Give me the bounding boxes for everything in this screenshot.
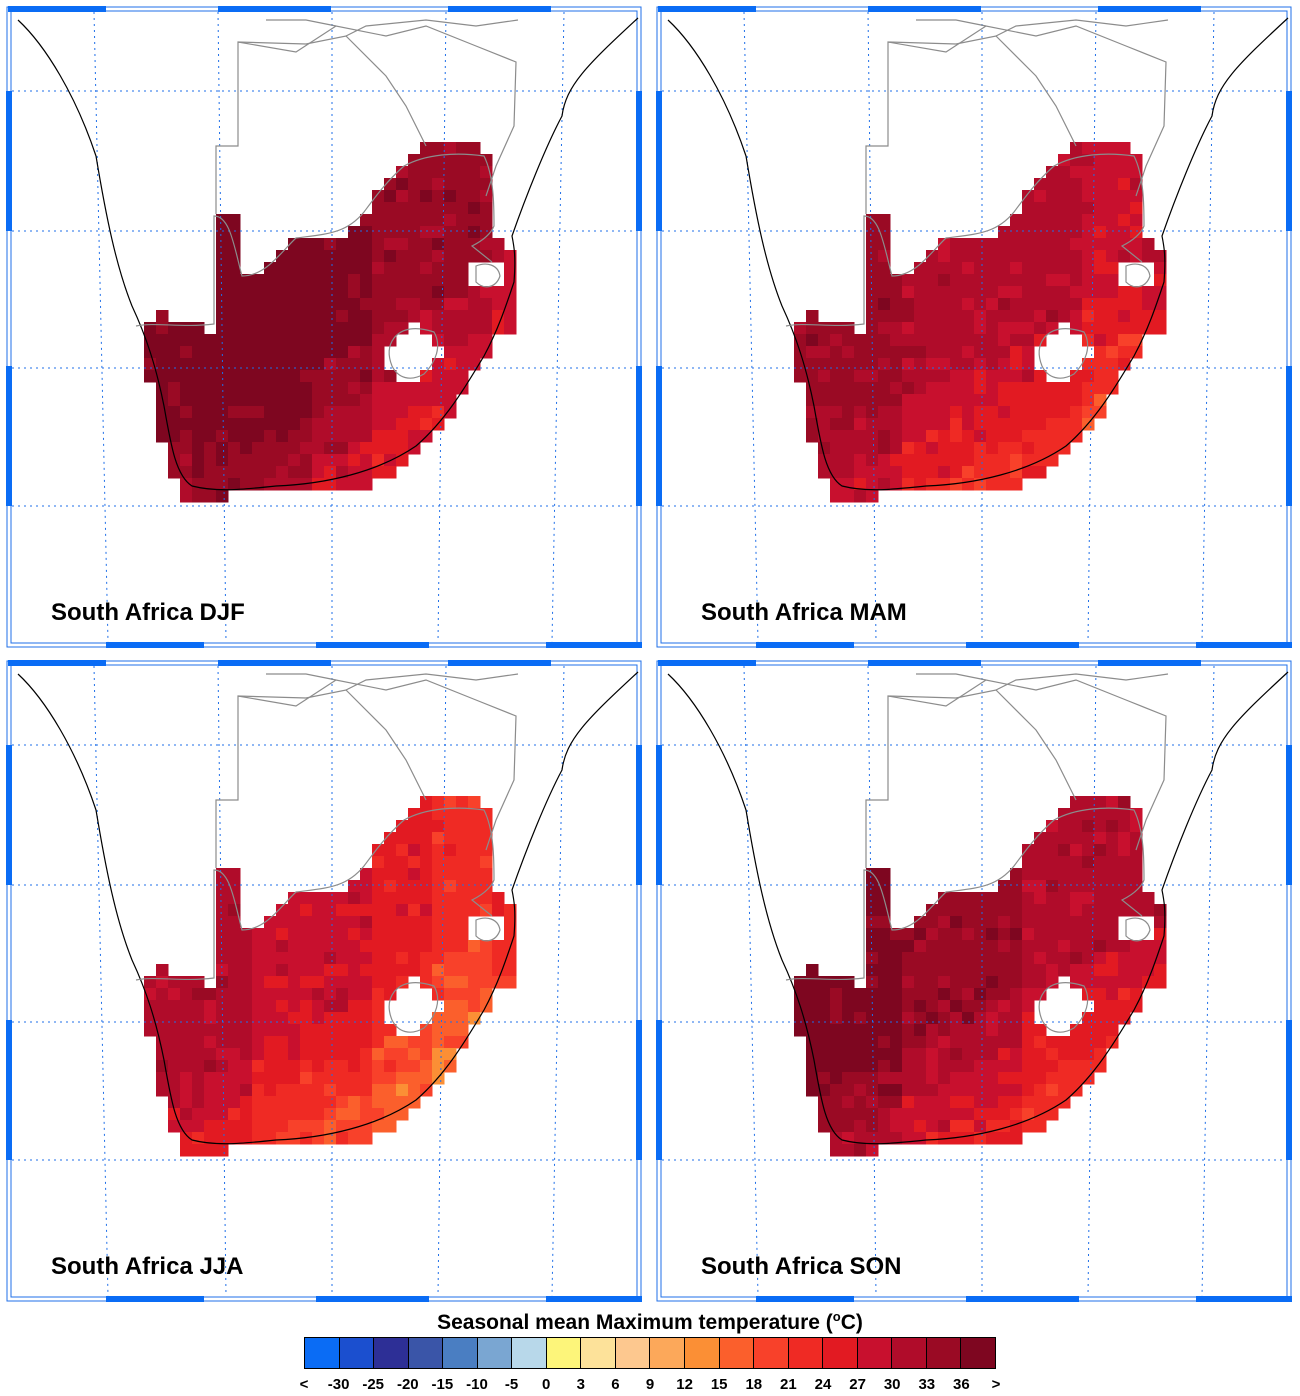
colorbar-tick-label: -5 <box>504 1376 519 1393</box>
colorbar-tick-label: -25 <box>362 1376 385 1393</box>
colorbar-swatch <box>823 1338 858 1368</box>
colorbar-swatch <box>305 1338 340 1368</box>
frame-ticks <box>6 6 642 648</box>
colorbar-tick-label: 21 <box>780 1376 797 1393</box>
graticule <box>12 665 636 1297</box>
graticule <box>662 11 1286 643</box>
colorbar-swatch <box>443 1338 478 1368</box>
colorbar-tick-label: 30 <box>883 1376 901 1393</box>
colorbar-swatch <box>857 1338 893 1368</box>
colorbar-tick-label: 12 <box>676 1376 693 1393</box>
map-panel-mam: South Africa MAM <box>656 6 1292 648</box>
colorbar-tick-label: -15 <box>431 1376 454 1393</box>
map-panel-jja: South Africa JJA <box>6 660 642 1302</box>
colorbar-title: Seasonal mean Maximum temperature (oC) <box>437 1309 863 1334</box>
graticule <box>662 665 1286 1297</box>
colorbar-tick-label: 15 <box>710 1376 728 1393</box>
colorbar-tick-label: 36 <box>953 1376 970 1393</box>
temperature-cells <box>144 142 517 503</box>
colorbar-tick-label: 6 <box>611 1376 620 1393</box>
colorbar-tick-label: 33 <box>918 1376 936 1393</box>
colorbar-swatch <box>788 1338 824 1368</box>
colorbar-tick-label: 0 <box>542 1376 551 1393</box>
colorbar-swatch <box>685 1338 720 1368</box>
coastline <box>17 17 639 491</box>
colorbar-swatch <box>512 1338 547 1368</box>
panel-label: South Africa SON <box>701 1253 901 1280</box>
colorbar-swatch <box>926 1338 962 1368</box>
map-mam: South Africa MAM <box>656 6 1292 648</box>
colorbar-swatch <box>374 1338 409 1368</box>
panel-label: South Africa JJA <box>51 1253 243 1280</box>
colorbar-swatch <box>581 1338 616 1368</box>
colorbar-swatch <box>892 1338 927 1368</box>
coastline <box>667 671 1289 1145</box>
colorbar-tick-label: 3 <box>576 1376 585 1393</box>
frame-ticks <box>656 660 1292 1302</box>
colorbar-tick-label: -30 <box>327 1376 350 1393</box>
coastline <box>17 671 639 1145</box>
colorbar-swatch <box>719 1338 755 1368</box>
colorbar-swatch <box>339 1338 375 1368</box>
panel-label: South Africa DJF <box>51 599 245 626</box>
map-panel-djf: South Africa DJF <box>6 6 642 648</box>
colorbar-swatch <box>546 1338 582 1368</box>
map-jja: South Africa JJA <box>6 660 642 1302</box>
frame-ticks <box>6 660 642 1302</box>
temperature-cells <box>794 142 1167 503</box>
colorbar-tick-label: -10 <box>466 1376 488 1393</box>
temperature-cells <box>144 796 517 1157</box>
country-borders <box>135 19 519 379</box>
colorbar-tick-label: 24 <box>814 1376 832 1393</box>
country-borders <box>785 19 1169 379</box>
colorbar-tick-label: 9 <box>645 1376 655 1393</box>
colorbar-tick-label: < <box>299 1376 309 1393</box>
colorbar-swatch <box>961 1338 995 1368</box>
colorbar-swatch <box>754 1338 789 1368</box>
graticule <box>12 11 636 643</box>
colorbar <box>304 1337 996 1369</box>
colorbar-tick-label: 18 <box>745 1376 763 1393</box>
colorbar-swatch <box>477 1338 513 1368</box>
colorbar-swatch <box>650 1338 686 1368</box>
colorbar-swatch <box>408 1338 444 1368</box>
colorbar-tick-label: > <box>991 1376 1001 1393</box>
map-djf: South Africa DJF <box>6 6 642 648</box>
coastline <box>667 17 1289 491</box>
map-son: South Africa SON <box>656 660 1292 1302</box>
colorbar-swatch <box>615 1338 651 1368</box>
country-borders <box>135 673 519 1033</box>
panel-label: South Africa MAM <box>701 599 907 626</box>
map-panel-son: South Africa SON <box>656 660 1292 1302</box>
colorbar-tick-label: 27 <box>849 1376 866 1393</box>
frame-ticks <box>656 6 1292 648</box>
colorbar-labels: < -30 -25 -20 -15 -10 -5 0 3 6 9 12 15 18 21 24 27 30 33 36… <box>300 1376 1001 1396</box>
temperature-cells <box>794 796 1167 1157</box>
colorbar-tick-label: -20 <box>396 1376 419 1393</box>
country-borders <box>785 673 1169 1033</box>
